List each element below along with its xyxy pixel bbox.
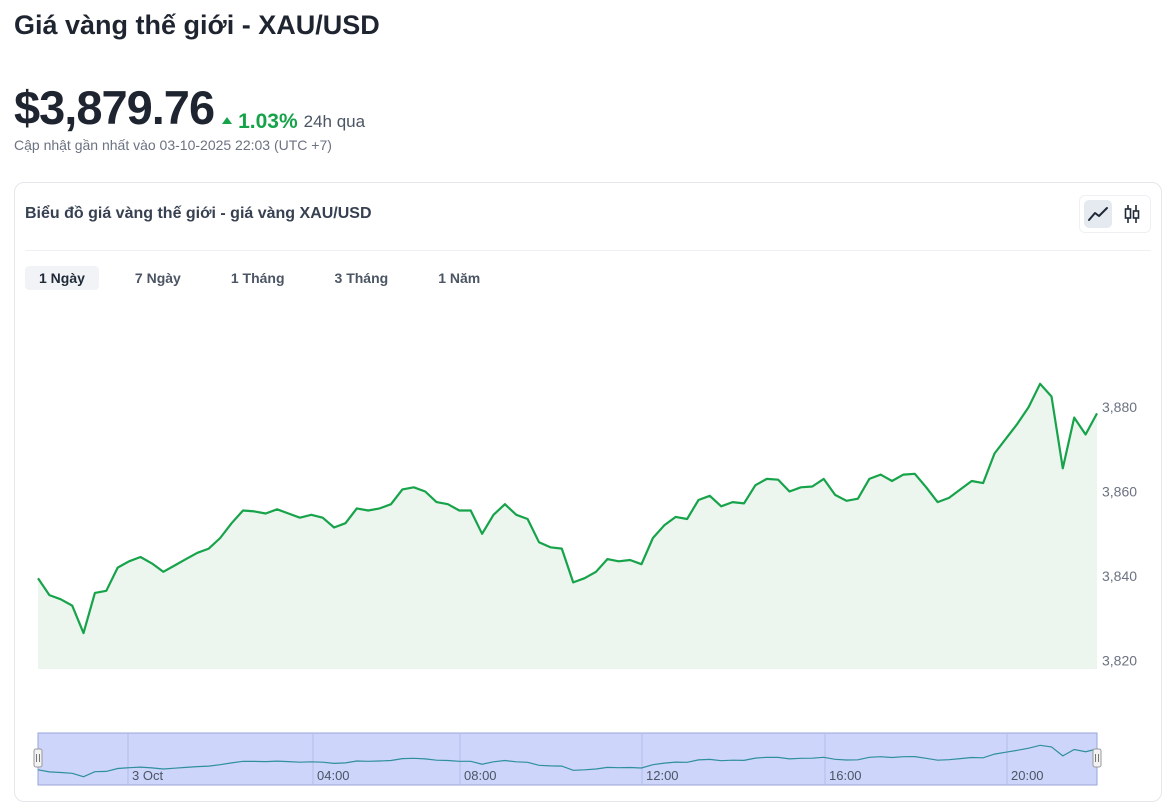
- navigator-time-label: 08:00: [464, 768, 497, 783]
- candlestick-icon: [1124, 205, 1140, 223]
- chart-card: 3,820 3,840 3,860 3,880 3 Oct 04:00 08:00 12:0…: [14, 182, 1162, 802]
- tab-3-months[interactable]: 3 Tháng: [334, 270, 389, 286]
- navigator-line: [37, 744, 1098, 778]
- price-change: 1.03% 24h qua: [222, 110, 365, 134]
- price-line: [37, 382, 1098, 635]
- navigator-time-label: 20:00: [1011, 768, 1044, 783]
- navigator-right-handle[interactable]: [1092, 748, 1102, 768]
- navigator-time-label: 04:00: [317, 768, 350, 783]
- y-tick-label: 3,860: [1102, 484, 1137, 500]
- range-tabs: 1 Ngày 7 Ngày 1 Tháng 3 Tháng 1 Năm: [25, 266, 494, 290]
- range-navigator[interactable]: 3 Oct 04:00 08:00 12:00 16:00 20:00: [33, 732, 1102, 786]
- chart-title: Biểu đồ giá vàng thế giới - giá vàng XAU…: [25, 205, 372, 222]
- tab-1-year[interactable]: 1 Năm: [438, 270, 481, 286]
- change-percent: 1.03%: [238, 110, 298, 133]
- last-updated: Cập nhật gần nhất vào 03-10-2025 22:03 (…: [14, 137, 332, 153]
- price-area: [38, 383, 1097, 669]
- y-tick-label: 3,840: [1102, 568, 1137, 584]
- tab-1-month[interactable]: 1 Tháng: [230, 270, 285, 286]
- chart-type-toggle: [1079, 195, 1151, 233]
- current-price: $3,879.76: [14, 81, 215, 134]
- tab-7-days[interactable]: 7 Ngày: [134, 270, 181, 286]
- triangle-up-icon: [222, 117, 233, 124]
- price-chart[interactable]: 3,820 3,840 3,860 3,880 3 Oct 04:00 08:00 12:0…: [15, 183, 1161, 801]
- card-divider: [25, 250, 1151, 251]
- navigator-selection[interactable]: [37, 732, 1098, 786]
- price-summary: $3,879.76 1.03% 24h qua: [14, 80, 365, 135]
- line-chart-button[interactable]: [1084, 200, 1112, 228]
- y-tick-label: 3,820: [1102, 653, 1137, 669]
- line-chart-icon: [1088, 207, 1108, 221]
- y-tick-label: 3,880: [1102, 399, 1137, 415]
- page-title: Giá vàng thế giới - XAU/USD: [14, 10, 380, 40]
- change-period: 24h qua: [303, 112, 366, 131]
- navigator-time-label: 12:00: [646, 768, 679, 783]
- tab-1-day[interactable]: 1 Ngày: [25, 266, 99, 290]
- navigator-time-label: 3 Oct: [132, 768, 163, 783]
- navigator-time-label: 16:00: [829, 768, 862, 783]
- candlestick-button[interactable]: [1118, 200, 1146, 228]
- navigator-left-handle[interactable]: [33, 748, 43, 768]
